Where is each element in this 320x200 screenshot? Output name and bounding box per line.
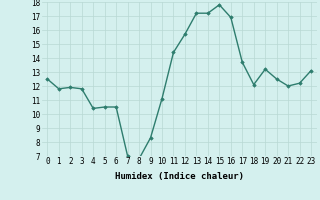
- X-axis label: Humidex (Indice chaleur): Humidex (Indice chaleur): [115, 172, 244, 181]
